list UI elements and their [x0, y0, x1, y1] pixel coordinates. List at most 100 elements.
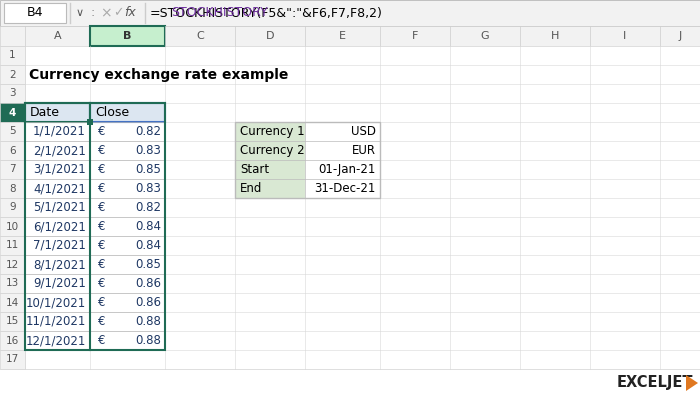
Text: 01-Jan-21: 01-Jan-21	[318, 163, 376, 176]
Text: €: €	[98, 220, 106, 233]
Bar	[305, 122, 380, 141]
Text: €: €	[98, 315, 106, 328]
Text: 0.84: 0.84	[135, 239, 161, 252]
Text: Start: Start	[240, 163, 269, 176]
Bar	[0, 236, 25, 255]
Bar	[25, 217, 700, 236]
Bar	[520, 26, 590, 46]
Text: €: €	[98, 258, 106, 271]
Text: :: :	[90, 6, 94, 20]
Text: 5/1/2021: 5/1/2021	[34, 201, 86, 214]
Bar	[0, 312, 25, 331]
Bar	[25, 65, 700, 84]
Text: End: End	[240, 182, 262, 195]
Bar	[235, 122, 380, 198]
Text: 5: 5	[9, 126, 16, 136]
Text: 1/1/2021: 1/1/2021	[33, 125, 86, 138]
Text: 13: 13	[6, 278, 19, 288]
Text: H: H	[551, 31, 559, 41]
Text: 0.88: 0.88	[135, 315, 161, 328]
Text: 6: 6	[9, 146, 16, 156]
Text: G: G	[481, 31, 489, 41]
Text: USD: USD	[351, 125, 376, 138]
Bar	[25, 274, 700, 293]
Text: 17: 17	[6, 354, 19, 364]
Bar	[0, 179, 25, 198]
Bar	[0, 198, 25, 217]
Text: Currency exchange rate example: Currency exchange rate example	[29, 68, 288, 82]
Bar	[590, 26, 660, 46]
Bar	[25, 160, 700, 179]
Polygon shape	[686, 375, 698, 391]
Text: 0.82: 0.82	[135, 125, 161, 138]
Bar	[0, 103, 25, 122]
Text: ∨: ∨	[76, 8, 84, 18]
Bar	[0, 274, 25, 293]
Text: 8/1/2021: 8/1/2021	[34, 258, 86, 271]
Text: €: €	[98, 201, 106, 214]
Bar	[25, 236, 700, 255]
Text: Date: Date	[30, 106, 60, 119]
Text: STOCKHISTORY: STOCKHISTORY	[171, 6, 267, 20]
Text: 0.88: 0.88	[135, 334, 161, 347]
Bar	[235, 26, 305, 46]
Bar	[25, 179, 700, 198]
Text: €: €	[98, 334, 106, 347]
Text: 7/1/2021: 7/1/2021	[33, 239, 86, 252]
Text: B: B	[123, 31, 132, 41]
Text: I: I	[624, 31, 626, 41]
Text: A: A	[54, 31, 62, 41]
Bar	[235, 122, 305, 141]
Bar	[305, 179, 380, 198]
Text: €: €	[98, 182, 106, 195]
Text: 9/1/2021: 9/1/2021	[33, 277, 86, 290]
Bar	[0, 122, 25, 141]
Bar	[25, 255, 700, 274]
Text: EUR: EUR	[352, 144, 376, 157]
Text: 11: 11	[6, 240, 19, 250]
Text: €: €	[98, 239, 106, 252]
Text: 0.83: 0.83	[135, 182, 161, 195]
Text: ×: ×	[100, 6, 111, 20]
Bar	[25, 46, 700, 65]
Bar	[90, 103, 165, 122]
Bar	[0, 26, 700, 46]
Text: 0.85: 0.85	[135, 163, 161, 176]
Text: 2/1/2021: 2/1/2021	[33, 144, 86, 157]
Text: C: C	[196, 31, 204, 41]
Bar	[380, 26, 450, 46]
Bar	[0, 0, 700, 26]
Text: €: €	[98, 144, 106, 157]
Text: 4/1/2021: 4/1/2021	[33, 182, 86, 195]
Text: 31-Dec-21: 31-Dec-21	[314, 182, 376, 195]
Bar	[25, 26, 90, 46]
Text: 6/1/2021: 6/1/2021	[33, 220, 86, 233]
Text: 0.82: 0.82	[135, 201, 161, 214]
Text: Currency 2: Currency 2	[240, 144, 304, 157]
Text: 0.84: 0.84	[135, 220, 161, 233]
Text: 1: 1	[9, 50, 16, 60]
Bar	[305, 26, 380, 46]
Text: ✓: ✓	[113, 6, 123, 20]
Bar	[165, 26, 235, 46]
Bar	[305, 160, 380, 179]
Bar	[90, 26, 165, 46]
Bar	[235, 160, 305, 179]
Bar	[25, 312, 700, 331]
Bar	[25, 122, 700, 141]
Text: 12/1/2021: 12/1/2021	[26, 334, 86, 347]
Bar	[25, 141, 700, 160]
Text: Close: Close	[95, 106, 129, 119]
Bar	[25, 198, 700, 217]
Bar	[0, 255, 25, 274]
Bar	[305, 141, 380, 160]
Bar	[0, 350, 25, 369]
Bar	[25, 84, 700, 103]
Bar	[4, 3, 66, 23]
Text: 11/1/2021: 11/1/2021	[26, 315, 86, 328]
Bar	[25, 293, 700, 312]
Bar	[235, 141, 305, 160]
Text: €: €	[98, 277, 106, 290]
Text: €: €	[98, 296, 106, 309]
Text: 12: 12	[6, 260, 19, 270]
